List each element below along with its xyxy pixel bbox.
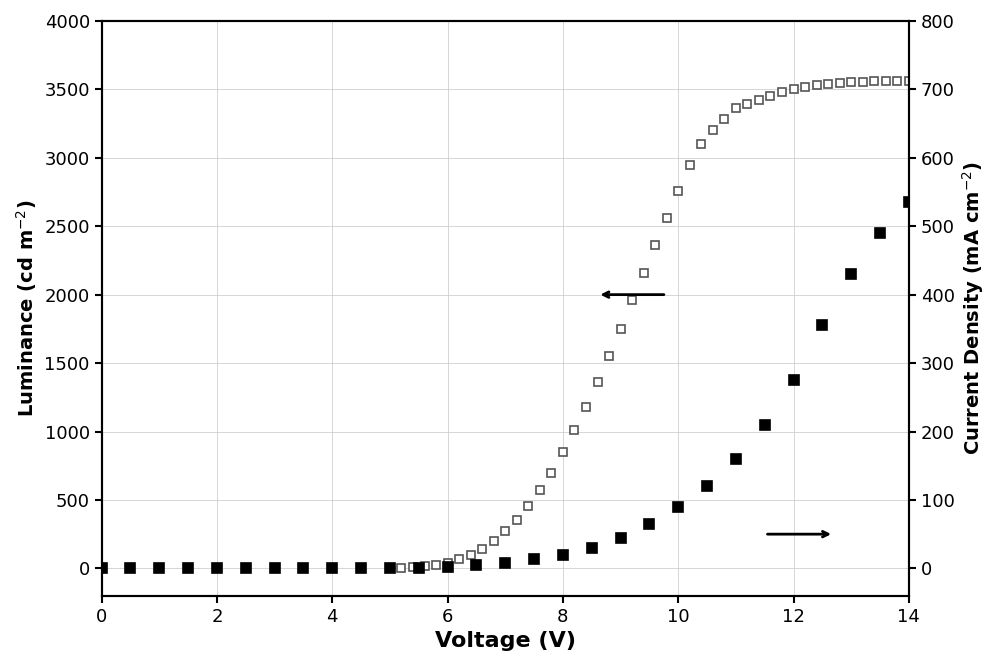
X-axis label: Voltage (V): Voltage (V) [435, 631, 576, 651]
Y-axis label: Luminance (cd m$^{-2}$): Luminance (cd m$^{-2}$) [14, 200, 39, 417]
Y-axis label: Current Density (mA cm$^{-2}$): Current Density (mA cm$^{-2}$) [960, 161, 986, 456]
